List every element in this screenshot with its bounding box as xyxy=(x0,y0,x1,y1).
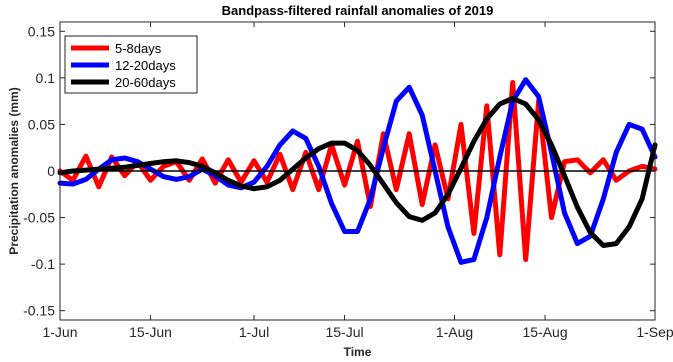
chart-title: Bandpass-filtered rainfall anomalies of … xyxy=(222,3,494,18)
y-tick-label: 0.1 xyxy=(36,70,56,86)
y-axis-title: Precipitation anomalies (mm) xyxy=(7,87,21,254)
legend-label-2: 12-20days xyxy=(115,58,176,73)
y-axis: -0.15 -0.1 -0.05 0 0.05 0.1 0.15 xyxy=(23,23,655,319)
series-line-2 xyxy=(57,77,658,265)
y-tick-label: -0.1 xyxy=(31,256,55,272)
y-tick-label: 0.15 xyxy=(28,23,55,39)
legend: 5-8days 12-20days 20-60days xyxy=(64,35,198,94)
x-tick-label: 15-Jun xyxy=(129,324,172,340)
series-line-3 xyxy=(57,95,658,248)
y-tick-label: 0 xyxy=(47,163,55,179)
x-axis-title: Time xyxy=(344,345,372,359)
y-tick-label: -0.05 xyxy=(23,210,55,226)
legend-label-1: 5-8days xyxy=(115,41,162,56)
y-tick-label: 0.05 xyxy=(28,116,55,132)
y-tick-label: -0.15 xyxy=(23,303,55,319)
x-tick-label: 1-Jul xyxy=(239,324,269,340)
x-tick-label: 15-Jul xyxy=(325,324,363,340)
x-axis: 1-Jun 15-Jun 1-Jul 15-Jul 1-Aug 15-Aug 1-Sep xyxy=(42,22,673,340)
legend-label-3: 20-60days xyxy=(115,75,176,90)
x-tick-label: 1-Jun xyxy=(42,324,77,340)
x-tick-label: 1-Sep xyxy=(636,324,673,340)
x-tick-label: 15-Aug xyxy=(522,324,567,340)
x-tick-label: 1-Aug xyxy=(436,324,473,340)
